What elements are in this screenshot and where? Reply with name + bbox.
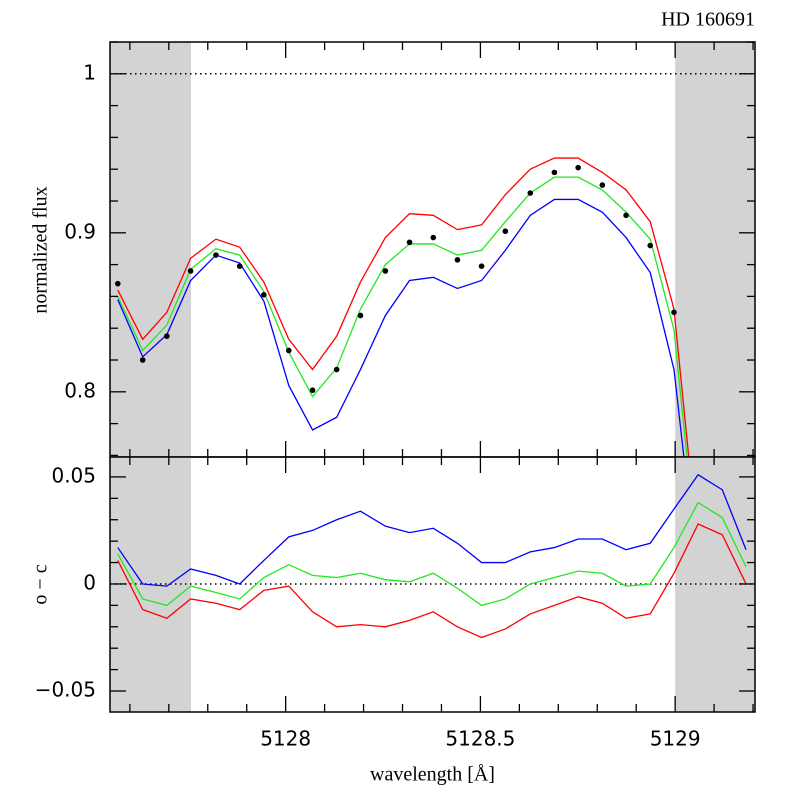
model-line [117,473,747,587]
data-point [527,190,534,196]
model-line [117,523,747,639]
chart-title: HD 160691 [661,9,755,31]
data-point [114,280,121,287]
data-point [623,212,629,219]
shaded-region [675,42,755,457]
data-point [213,252,219,258]
data-point [430,234,437,241]
y-tick-label: 0.05 [51,463,96,487]
y-axis-label: normalized flux [30,186,52,313]
data-point [454,257,461,263]
model-line [117,501,747,607]
data-point [139,357,146,363]
data-point [599,182,606,188]
y-tick-label: 0 [83,570,96,594]
model-line [117,176,688,457]
y-tick-label: −0.05 [35,678,96,702]
x-tick-label: 5129 [650,727,701,751]
data-point [309,387,316,394]
data-point [575,164,581,171]
data-point [551,169,558,176]
data-point [406,239,413,246]
y-tick-label: 0.9 [64,219,96,243]
y-tick-label: 0.8 [64,378,96,402]
data-point [187,268,194,274]
shaded-region [110,42,192,457]
x-tick-label: 5128.5 [445,727,515,751]
y-tick-label: 1 [83,60,96,84]
x-tick-label: 5128 [260,727,311,751]
data-point [382,268,389,274]
data-point [647,242,654,249]
data-point [357,312,364,319]
data-point [164,333,170,339]
plot-area [110,42,755,457]
data-point [478,263,485,269]
data-point [285,347,292,354]
x-axis-label: wavelength [Å] [370,764,495,786]
model-line [117,198,685,457]
model-line [117,157,690,457]
data-point [236,263,243,269]
data-point [671,309,677,316]
panel-frame [109,456,756,713]
y-axis-label: o − c [30,564,52,604]
data-point [333,366,340,373]
data-point [261,292,267,298]
plot-area [110,457,755,712]
data-point [502,228,509,235]
